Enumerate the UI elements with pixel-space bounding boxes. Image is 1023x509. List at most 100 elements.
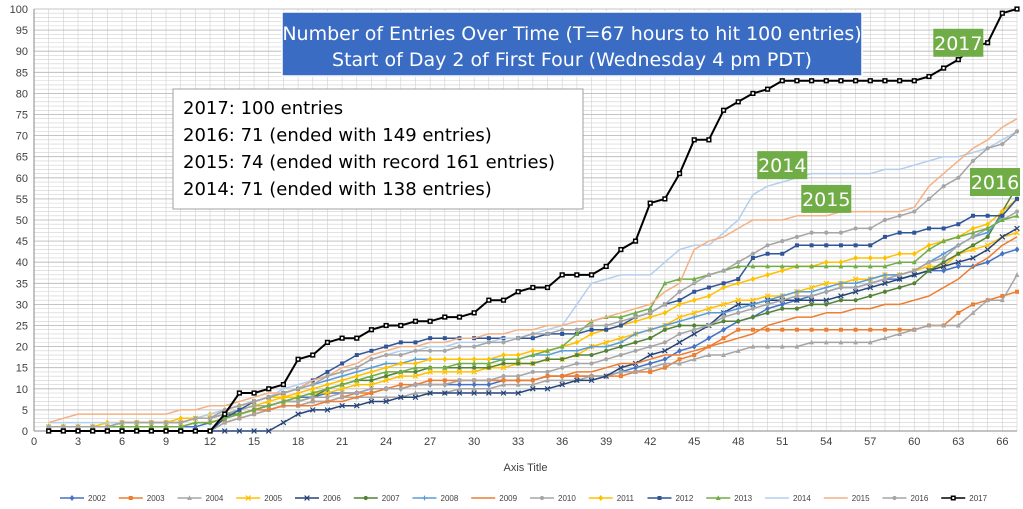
data-point-marker <box>736 319 741 324</box>
data-point-marker <box>281 390 286 396</box>
data-point-marker <box>955 322 961 328</box>
data-point-marker <box>897 272 902 277</box>
data-point-marker <box>618 335 624 341</box>
data-point-marker <box>897 331 903 336</box>
data-point-marker <box>824 243 829 248</box>
data-point-marker <box>574 361 579 366</box>
data-point-marker <box>780 306 785 311</box>
data-point-marker <box>765 310 770 315</box>
data-point-marker <box>662 340 667 345</box>
data-point-marker <box>735 263 741 269</box>
legend-item-2003: 2003 <box>118 494 165 503</box>
data-point-marker <box>412 373 419 379</box>
data-point-marker <box>897 250 903 257</box>
data-point-marker <box>676 314 683 320</box>
data-point-marker <box>838 285 844 290</box>
data-point-marker-inner <box>839 79 843 82</box>
legend-item-2015: 2015 <box>823 494 870 503</box>
callout-background <box>933 28 984 57</box>
data-point-marker <box>383 398 389 405</box>
data-point-marker <box>823 285 829 290</box>
data-point-marker <box>398 340 403 345</box>
data-point-marker <box>1014 129 1020 134</box>
data-point-marker <box>955 234 961 239</box>
data-point-marker <box>692 289 697 294</box>
data-point-marker <box>648 310 653 315</box>
data-point-marker <box>750 306 756 311</box>
annotation-line: 2014: 71 (ended with 138 entries) <box>183 179 492 200</box>
data-point-marker <box>1014 225 1020 232</box>
data-point-marker <box>677 298 682 303</box>
legend-item-2009: 2009 <box>471 494 518 503</box>
data-point-marker-inner <box>120 429 124 433</box>
data-point-marker <box>207 419 213 425</box>
data-point-marker-inner <box>355 337 358 340</box>
data-point-marker <box>941 226 946 231</box>
data-point-marker <box>574 339 580 346</box>
x-tick-label: 42 <box>644 436 656 448</box>
overlays: Number of Entries Over Time (T=67 hours … <box>172 11 1020 213</box>
data-point-marker <box>808 284 815 291</box>
data-point-marker <box>970 225 976 232</box>
data-point-marker <box>515 390 521 396</box>
data-point-marker-inner <box>649 202 652 205</box>
data-point-marker <box>456 390 463 396</box>
data-point-marker <box>222 415 228 421</box>
data-point-marker <box>853 339 859 345</box>
data-point-marker <box>706 272 711 277</box>
data-point-marker <box>941 184 946 189</box>
data-point-marker <box>662 347 668 354</box>
data-point-marker <box>486 356 492 363</box>
data-point-marker-inner <box>252 391 256 395</box>
data-point-marker <box>926 268 932 273</box>
data-point-marker-inner <box>267 387 270 390</box>
data-point-marker <box>912 209 917 214</box>
data-point-marker <box>721 268 726 273</box>
data-point-marker <box>736 260 741 265</box>
x-tick-label: 60 <box>908 436 920 448</box>
data-point-marker <box>560 357 565 362</box>
data-point-marker <box>163 420 169 425</box>
data-point-marker <box>662 302 667 307</box>
data-point-marker-inner <box>590 273 593 276</box>
y-tick-label: 95 <box>16 25 28 37</box>
data-point-marker <box>940 263 947 270</box>
data-point-marker-inner <box>1015 7 1019 11</box>
data-point-marker <box>750 251 756 256</box>
data-point-marker <box>266 395 271 400</box>
data-point-marker <box>472 378 477 383</box>
data-point-marker <box>163 423 169 429</box>
data-point-marker <box>809 263 814 269</box>
data-point-marker <box>868 281 873 286</box>
data-point-marker <box>706 323 711 328</box>
data-point-marker <box>852 288 859 295</box>
data-point-marker <box>999 250 1005 257</box>
y-tick-label: 0 <box>22 426 28 438</box>
data-point-marker <box>486 336 491 341</box>
data-point-marker <box>633 310 638 315</box>
data-point-marker <box>471 360 477 366</box>
x-tick-label: 27 <box>424 436 436 448</box>
data-point-marker <box>824 230 829 235</box>
data-point-marker <box>295 399 301 404</box>
data-point-marker <box>530 336 535 341</box>
data-point-marker <box>838 259 844 266</box>
data-point-marker-inner <box>869 79 872 82</box>
data-point-marker <box>501 361 506 366</box>
data-point-marker <box>325 395 330 400</box>
data-point-marker <box>413 382 418 387</box>
data-point-marker <box>824 302 829 307</box>
data-point-marker <box>765 263 770 269</box>
data-point-marker <box>765 251 770 256</box>
data-point-marker <box>618 339 624 345</box>
data-point-marker <box>662 356 668 363</box>
data-point-marker <box>853 243 858 248</box>
x-tick-label: 12 <box>204 436 216 448</box>
data-point-marker <box>178 415 184 422</box>
data-point-marker <box>633 314 638 320</box>
data-point-marker <box>589 323 594 328</box>
data-point-marker <box>985 234 990 239</box>
data-point-marker-inner <box>238 391 241 395</box>
data-point-marker <box>648 369 653 374</box>
data-point-marker <box>369 378 374 383</box>
